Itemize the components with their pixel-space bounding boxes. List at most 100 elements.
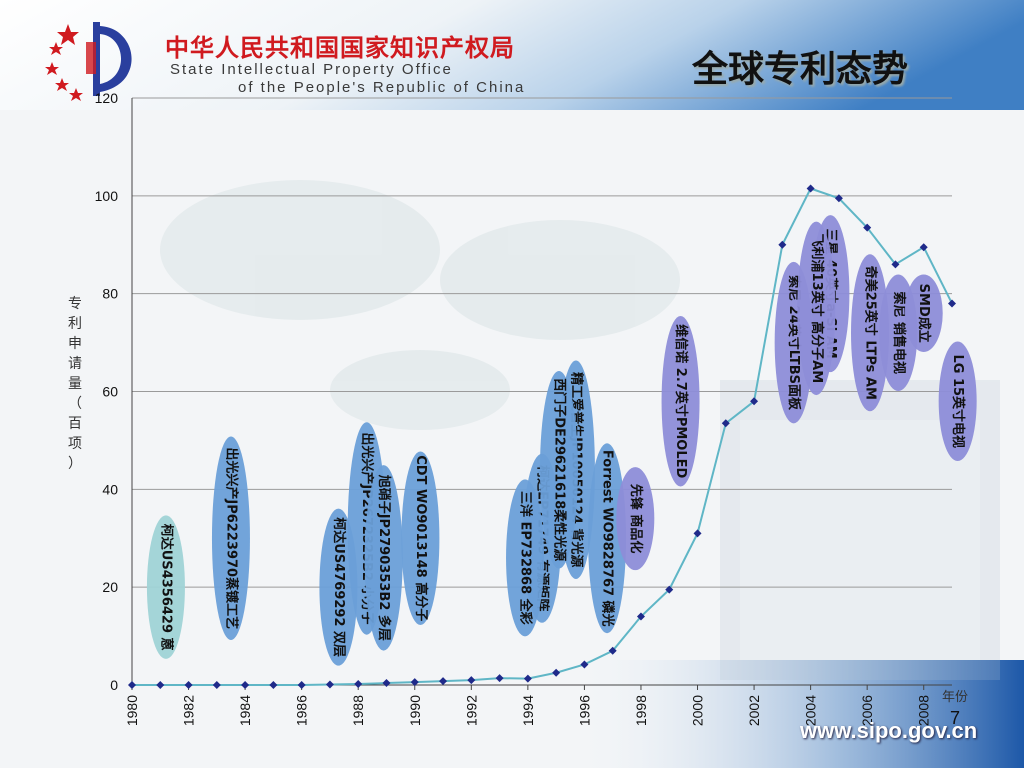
data-point xyxy=(636,612,645,621)
annotation-label: LG 15英寸电视 xyxy=(950,354,966,448)
y-tick-label: 20 xyxy=(102,579,118,595)
annotation-label: 柯达US4769292 双层 xyxy=(331,517,347,657)
page-number: 7 xyxy=(950,708,961,728)
annotation-label: 三洋 EP732868 全彩 xyxy=(518,491,534,625)
x-tick-label: 1988 xyxy=(350,695,366,726)
annotation-bubble xyxy=(146,515,185,659)
y-tick-label: 0 xyxy=(110,677,118,693)
annotation-label: 出光兴产JP6223970蒸镀工艺 xyxy=(223,447,239,629)
x-tick-label: 1982 xyxy=(181,695,197,726)
data-point xyxy=(184,681,193,689)
data-point xyxy=(891,260,900,269)
data-point xyxy=(325,680,334,689)
annotation-bubble xyxy=(616,467,655,571)
x-tick-label: 1998 xyxy=(633,695,649,726)
y-axis-label: 项 xyxy=(68,436,82,452)
data-point xyxy=(439,677,448,686)
x-tick-label: 1986 xyxy=(294,695,310,726)
star-icon xyxy=(45,62,59,75)
data-point xyxy=(241,681,250,689)
data-point xyxy=(721,419,730,428)
annotation-label: 旭硝子JP2790353B2 多层 xyxy=(376,474,392,641)
y-axis-label: 请 xyxy=(68,356,82,372)
org-name-cn: 中华人民共和国国家知识产权局 xyxy=(165,34,515,62)
y-tick-label: 40 xyxy=(102,481,118,497)
data-point xyxy=(806,184,815,193)
x-tick-label: 1990 xyxy=(407,695,423,726)
y-axis-label: 量 xyxy=(68,376,82,392)
slide-title: 全球专利态势 xyxy=(692,48,909,90)
star-icon xyxy=(49,42,63,55)
data-point xyxy=(156,681,165,689)
x-axis-label: 年份 xyxy=(942,690,968,705)
data-point xyxy=(948,299,956,308)
data-point xyxy=(693,529,702,538)
data-point xyxy=(834,194,843,203)
data-point xyxy=(128,681,136,689)
x-tick-label: 1984 xyxy=(237,695,253,726)
y-tick-label: 60 xyxy=(102,384,118,400)
y-axis-label: 申 xyxy=(68,336,82,352)
data-point xyxy=(269,681,278,689)
data-point xyxy=(495,674,504,683)
data-point xyxy=(665,585,674,594)
x-tick-label: 1992 xyxy=(463,695,479,726)
x-tick-label: 2004 xyxy=(803,695,819,726)
data-point xyxy=(919,243,928,252)
star-icon xyxy=(55,78,69,91)
star-icon xyxy=(69,88,83,101)
y-axis-label: ） xyxy=(68,456,82,472)
data-point xyxy=(410,678,419,687)
x-tick-label: 2006 xyxy=(859,695,875,726)
x-tick-label: 1994 xyxy=(520,695,536,726)
data-point xyxy=(523,674,532,683)
y-axis-label: 专 xyxy=(68,296,82,312)
y-tick-label: 100 xyxy=(95,188,119,204)
data-point xyxy=(467,676,476,685)
annotation-bubble xyxy=(364,465,403,651)
annotation-bubble xyxy=(211,436,250,640)
annotation-label: CDT WO9013148 高分子 xyxy=(413,455,429,621)
annotation-bubble xyxy=(904,274,943,352)
data-point xyxy=(297,681,306,689)
annotation-label: SMD成立 xyxy=(916,284,932,343)
annotation-label: 维信诺 2.7英寸PMOLED xyxy=(673,324,689,478)
annotation-label: 飞利浦13英寸 高分子AM xyxy=(809,234,825,384)
annotation-bubble xyxy=(661,316,700,487)
annotation-bubble xyxy=(938,341,977,462)
annotation-bubble xyxy=(797,221,836,396)
data-point xyxy=(580,660,589,669)
annotation-bubble xyxy=(506,479,545,637)
data-point xyxy=(354,680,363,689)
data-point xyxy=(552,668,561,677)
y-axis-label: 利 xyxy=(68,316,82,332)
annotation-label: 柯达US4356429 蒽 xyxy=(158,524,174,651)
y-axis-label: （ xyxy=(68,396,82,412)
x-tick-label: 2002 xyxy=(746,695,762,726)
data-point xyxy=(212,681,221,689)
data-point xyxy=(778,240,787,249)
x-tick-label: 1980 xyxy=(124,695,140,726)
annotation-bubble xyxy=(851,254,889,412)
annotation-bubble xyxy=(588,443,627,634)
y-axis-label: 百 xyxy=(68,416,82,432)
x-tick-label: 1996 xyxy=(576,695,592,726)
website-url[interactable]: www.sipo.gov.cn xyxy=(800,718,978,743)
annotation-bubble xyxy=(319,508,358,666)
annotation-label: 西门子DE29621618柔性光源 xyxy=(551,378,567,561)
annotation-label: Forrest WO9828767 磷光 xyxy=(600,450,616,627)
annotation-label: 先锋 商品化 xyxy=(628,484,644,554)
x-tick-label: 2000 xyxy=(690,695,706,726)
data-point xyxy=(863,223,872,232)
star-icon xyxy=(57,24,79,45)
x-tick-label: 2008 xyxy=(916,695,932,726)
data-point xyxy=(750,397,759,406)
series-line xyxy=(132,187,953,686)
y-tick-label: 80 xyxy=(102,286,118,302)
org-name-en-line2: of the People's Republic of China xyxy=(238,79,526,96)
data-point xyxy=(608,646,617,655)
y-tick-label: 120 xyxy=(95,90,119,106)
annotation-bubble xyxy=(401,451,440,625)
sipo-logo xyxy=(45,22,132,101)
